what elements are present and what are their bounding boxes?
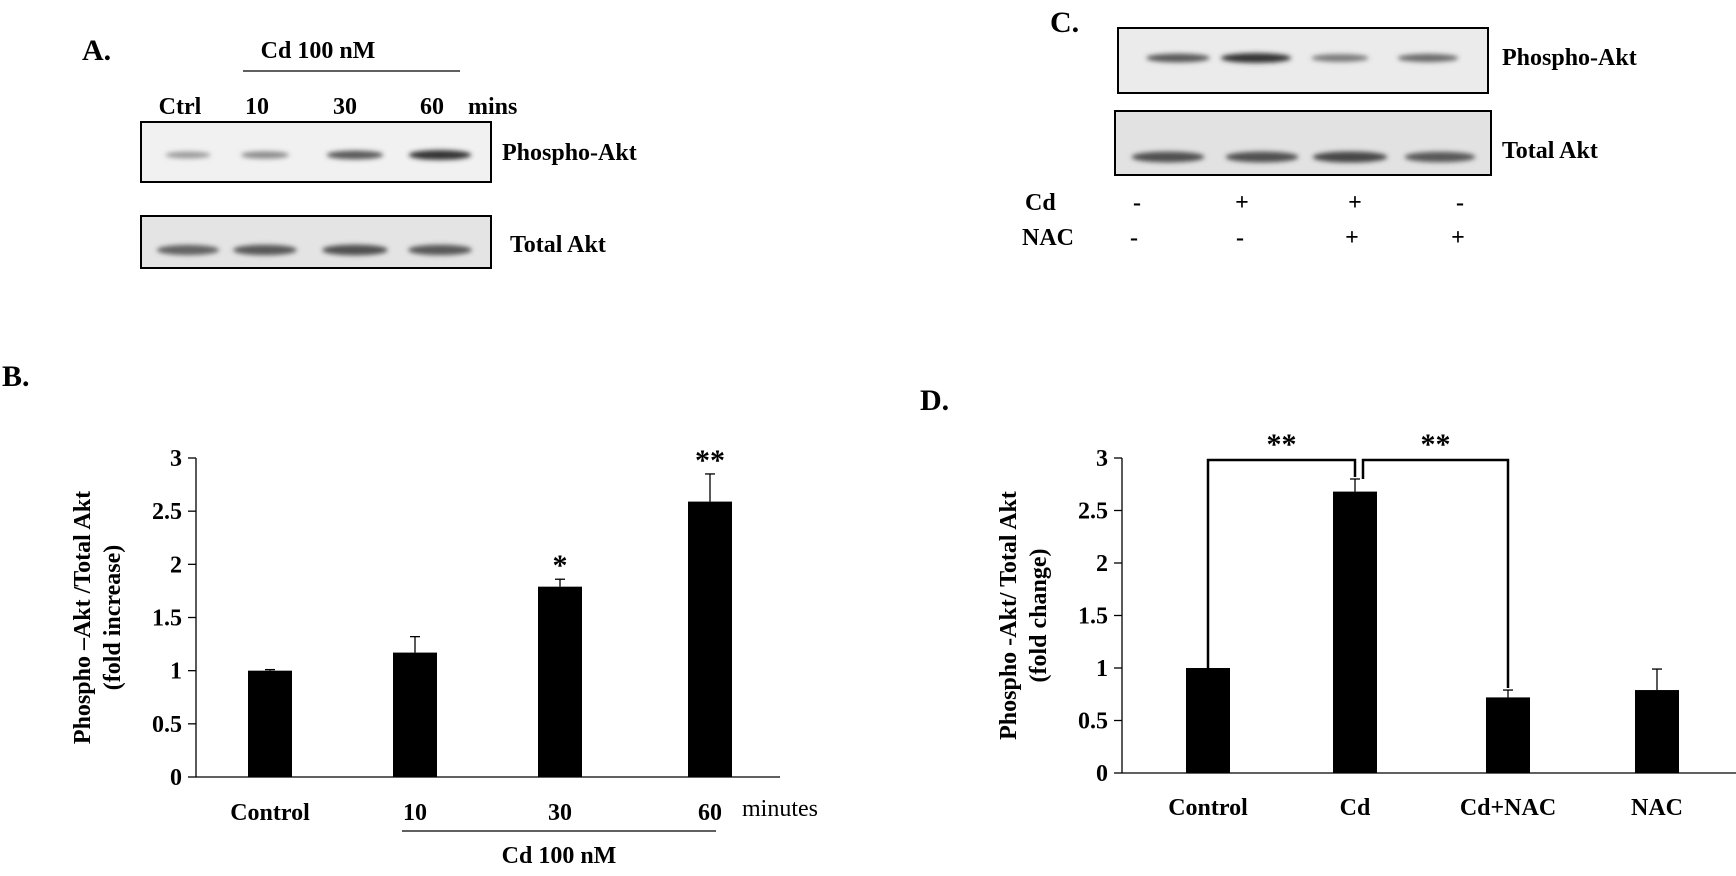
panel-b-bar-4: [688, 501, 732, 777]
panel-b-y-tick-label-1: 0.5: [152, 712, 182, 738]
panel-d-y-label-line1: Phospho -Akt/ Total Akt: [996, 491, 1022, 740]
panel-b-bar-3: [538, 586, 582, 777]
panel-c-phospho-blot: [1117, 27, 1489, 94]
panel-a-lane-label-10: 10: [245, 94, 269, 120]
panel-c-nac-sign-4: +: [1451, 225, 1465, 251]
panel-c-nac-sign-1: -: [1130, 225, 1138, 251]
panel-b-category-label-1: Control: [230, 800, 310, 826]
panel-c-cd-sign-4: -: [1456, 190, 1464, 216]
panel-b-category-label-4: 60: [698, 800, 722, 826]
panel-d: D. 0 0.5 1 1.5 2 2.5 3 Phospho -Akt/ Total Akt(…: [920, 384, 1736, 821]
panel-a-lane-label-30: 30: [333, 94, 357, 120]
panel-a-total-band-2: [233, 244, 297, 256]
panel-c-phospho-label: Phospho-Akt: [1502, 45, 1637, 71]
panel-b-group-label: Cd 100 nM: [502, 843, 617, 869]
panel-b-x-unit-label: minutes: [742, 796, 818, 822]
panel-c-total-blot-frame: [1114, 110, 1492, 176]
panel-b-category-label-3: 30: [548, 800, 572, 826]
panel-c-phospho-band-1: [1146, 53, 1210, 63]
panel-a-phospho-blot: [140, 121, 492, 183]
panel-a-phospho-label: Phospho-Akt: [502, 140, 637, 166]
panel-d-letter: D.: [920, 384, 949, 417]
panel-c-row-label-cd: Cd: [1025, 190, 1056, 216]
panel-a-unit-label: mins: [468, 94, 517, 120]
panel-c-total-band-4: [1404, 151, 1476, 163]
panel-b-bar-1: [248, 670, 292, 777]
panel-d-bar-chart: 0 0.5 1 1.5 2 2.5 3 Phospho -Akt/ Total Akt (fol…: [996, 428, 1736, 821]
panel-d-y-tick-label-3: 1.5: [1078, 604, 1108, 630]
panel-a-phospho-band-4: [408, 150, 472, 160]
panel-c-phospho-band-4: [1397, 53, 1459, 63]
panel-b-y-tick-label-2: 1: [170, 659, 182, 685]
panel-d-category-label-1: Control: [1168, 795, 1248, 821]
panel-c-letter: C.: [1050, 6, 1079, 39]
panel-d-category-label-4: NAC: [1631, 795, 1683, 821]
panel-b-y-label-line2: (fold increase): [100, 545, 126, 691]
panel-b-significance-4: **: [695, 444, 725, 477]
panel-c-total-label: Total Akt: [1502, 138, 1598, 164]
panel-d-y-tick-label-2: 1: [1096, 656, 1108, 682]
panel-d-y-label-line2: (fold change): [1026, 549, 1052, 683]
panel-c-treatment-signs: - + + - - - + +: [1130, 190, 1465, 251]
panel-d-y-tick-label-1: 0.5: [1078, 709, 1108, 735]
panel-b-y-tick-label-3: 1.5: [152, 606, 182, 632]
panel-d-bar-2: [1333, 491, 1377, 773]
panel-b-y-tick-label-4: 2: [170, 552, 182, 578]
panel-d-y-tick-label-6: 3: [1096, 446, 1108, 472]
panel-a-phospho-band-1: [165, 151, 211, 159]
panel-b-significance-3: *: [553, 549, 568, 582]
panel-a-treatment-label: Cd 100 nM: [261, 38, 376, 64]
panel-d-comparison-label-1: **: [1267, 428, 1297, 461]
panel-d-bar-1: [1186, 668, 1230, 773]
panel-b-y-label-line1: Phospho –Akt /Total Akt: [70, 491, 96, 744]
panel-c: C. Phospho-Akt Total Akt Cd NAC - + + - - - + +: [1022, 6, 1637, 251]
panel-d-y-tick-label-5: 2.5: [1078, 499, 1108, 525]
panel-a-lane-label-60: 60: [420, 94, 444, 120]
panel-b-y-tick-label-6: 3: [170, 446, 182, 472]
panel-d-category-label-2: Cd: [1340, 795, 1371, 821]
panel-b-y-tick-label-0: 0: [170, 765, 182, 791]
panel-d-bar-4: [1635, 690, 1679, 773]
panel-a-phospho-band-3: [326, 150, 384, 160]
panel-c-nac-sign-2: -: [1236, 225, 1244, 251]
panel-d-comparison-bracket-1: [1206, 458, 1357, 668]
panel-d-comparison-bracket-2: [1361, 458, 1510, 689]
panel-d-comparison-label-2: **: [1421, 428, 1451, 461]
panel-c-total-blot: [1114, 110, 1492, 176]
panel-a-total-band-1: [156, 244, 220, 256]
panel-c-cd-sign-2: +: [1235, 190, 1249, 216]
panel-c-nac-sign-3: +: [1345, 225, 1359, 251]
panel-a-total-blot-frame: [140, 215, 492, 269]
panel-c-phospho-band-2: [1220, 53, 1292, 63]
panel-c-total-band-1: [1131, 151, 1205, 163]
panel-b-bar-chart: 0 0.5 1 1.5 2 2.5 3 Phospho –Akt /Total Akt (fol…: [70, 444, 818, 869]
panel-b: B. 0 0.5 1 1.5 2 2.5 3 Phospho –Akt /Total Akt(…: [2, 360, 818, 869]
panel-a: A. Cd 100 nM Ctrl 10 30 60 mins Phospho-…: [82, 34, 637, 269]
panel-d-y-tick-label-0: 0: [1096, 761, 1108, 787]
panel-b-category-label-2: 10: [403, 800, 427, 826]
panel-b-y-tick-label-5: 2.5: [152, 499, 182, 525]
panel-c-cd-sign-3: +: [1348, 190, 1362, 216]
panel-a-total-blot: [140, 215, 492, 269]
panel-a-lane-label-ctrl: Ctrl: [159, 94, 202, 120]
panel-c-row-label-nac: NAC: [1022, 225, 1074, 251]
panel-c-cd-sign-1: -: [1133, 190, 1141, 216]
panel-a-total-band-3: [322, 244, 388, 256]
panel-d-category-label-3: Cd+NAC: [1460, 795, 1556, 821]
panel-c-total-band-2: [1225, 151, 1299, 163]
panel-a-phospho-band-2: [240, 151, 290, 159]
panel-a-total-label: Total Akt: [510, 232, 606, 258]
panel-b-bar-2: [393, 652, 437, 777]
panel-d-y-tick-label-4: 2: [1096, 551, 1108, 577]
panel-a-letter: A.: [82, 34, 111, 67]
panel-c-total-band-3: [1312, 151, 1388, 163]
panel-d-bar-3: [1486, 697, 1530, 773]
panel-a-total-band-4: [408, 244, 472, 256]
panel-b-letter: B.: [2, 360, 30, 393]
panel-c-phospho-band-3: [1311, 54, 1369, 62]
